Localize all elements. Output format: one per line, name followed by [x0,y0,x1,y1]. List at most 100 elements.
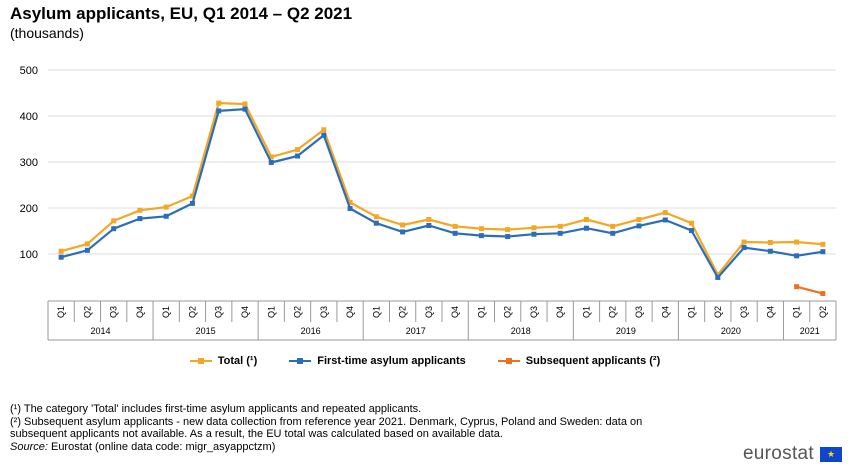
series-1-point-4 [163,213,169,219]
x-tick-label-12: Q1 [371,306,381,318]
series-0-point-27 [767,240,773,245]
year-label-2015: 2015 [196,326,216,336]
series-1-point-7 [242,106,248,112]
x-tick-label-16: Q1 [476,306,486,318]
chart-subtitle: (thousands) [10,25,84,41]
series-line-1 [60,108,824,279]
legend-swatch-subsequent [497,358,520,364]
series-0-point-9 [295,147,301,153]
y-tick-label-500: 500 [20,65,38,77]
source-line: Source: Eurostat (online data code: migr… [10,441,642,454]
series-0-point-22 [636,217,642,222]
x-tick-label-2: Q3 [109,306,119,318]
series-2-point-28 [794,284,800,290]
series-1-point-28 [794,253,800,259]
year-label-2019: 2019 [616,326,636,336]
x-tick-label-18: Q3 [529,306,539,318]
series-0-point-18 [531,225,537,231]
series-0-point-26 [741,239,747,245]
x-tick-label-7: Q4 [240,306,250,318]
series-0-point-0 [58,248,64,254]
x-tick-label-17: Q2 [503,306,513,318]
series-1-point-19 [557,230,563,236]
x-tick-label-0: Q1 [56,306,66,318]
y-tick-label-100: 100 [20,249,38,261]
x-tick-label-3: Q4 [135,306,145,318]
series-0-point-29 [820,241,826,247]
series-0-point-11 [347,199,353,205]
x-tick-label-20: Q1 [581,306,591,318]
series-1-point-26 [741,245,747,251]
legend-label-first-time: First-time asylum applicants [317,355,466,367]
series-1-point-2 [111,226,117,232]
x-axis: Q1 Q2 Q3 Q4 Q1 Q2 Q3 Q4 Q1 Q2 Q3 Q4 Q1 Q2 Q3 Q4 Q1 Q2 Q3 Q4… [47,300,837,341]
series-1-point-1 [84,247,90,253]
series-0-point-8 [268,154,274,160]
series-0-point-10 [321,127,327,133]
legend-item-total: Total (¹) [189,355,257,367]
series-1-point-29 [820,249,826,255]
x-tick-label-29: Q2 [818,306,828,318]
series-1-point-20 [583,225,589,231]
x-tick-label-13: Q2 [398,306,408,318]
series-1-point-21 [610,230,616,236]
series-1-point-10 [321,132,327,138]
series-0-point-23 [662,210,668,216]
year-label-2016: 2016 [301,326,321,336]
legend-item-first-time: First-time asylum applicants [289,355,466,367]
series-line-2 [796,285,824,295]
series-0-point-24 [689,220,695,226]
eurostat-logo: eurostat [742,443,814,464]
year-label-2014: 2014 [91,326,111,336]
series-0-point-20 [583,217,589,222]
x-tick-label-5: Q2 [187,306,197,318]
series-1-point-25 [715,274,721,280]
series-1-point-27 [767,248,773,254]
x-tick-label-6: Q3 [214,306,224,318]
x-tick-label-22: Q3 [634,306,644,318]
series-group [58,100,826,297]
series-1-point-22 [636,223,642,229]
legend-swatch-total [189,358,212,364]
year-label-2017: 2017 [406,326,426,336]
series-1-point-3 [137,216,143,222]
series-1-point-12 [373,220,379,226]
series-2-point-29 [820,291,826,297]
legend: Total (¹) First-time asylum applicants S… [0,355,850,367]
y-axis: 100 200 300 400 500 [20,65,38,261]
series-0-point-16 [478,226,484,232]
series-1-point-18 [531,231,537,237]
x-tick-label-19: Q4 [555,306,565,318]
x-tick-label-23: Q4 [660,306,670,318]
x-tick-label-8: Q1 [266,306,276,318]
footnote-2a: (²) Subsequent asylum applicants - new d… [10,415,643,428]
chart-title: Asylum applicants, EU, Q1 2014 – Q2 2021 [10,4,353,23]
series-0-point-28 [794,239,800,245]
source-label: Source: [10,440,48,453]
x-tick-label-9: Q2 [293,306,303,318]
series-0-point-3 [137,207,143,213]
x-tick-label-11: Q4 [345,306,355,318]
legend-label-subsequent: Subsequent applicants (²) [525,355,661,367]
legend-swatch-first-time [289,358,312,364]
series-0-point-19 [557,223,563,229]
year-label-2018: 2018 [511,326,531,336]
x-tick-label-24: Q1 [687,306,697,318]
legend-item-subsequent: Subsequent applicants (²) [497,355,661,367]
x-tick-label-1: Q2 [82,306,92,318]
year-label-2021: 2021 [800,326,820,336]
series-0-point-13 [400,222,406,228]
footnote-2b: subsequent applicants not available. As … [10,428,503,440]
x-tick-label-28: Q1 [792,306,802,318]
x-tick-label-15: Q4 [450,306,460,318]
y-tick-label-300: 300 [20,157,38,169]
footnotes: (¹) The category 'Total' includes first-… [10,403,642,453]
x-tick-label-10: Q3 [319,306,329,318]
footnote-1: (¹) The category 'Total' includes first-… [10,403,422,415]
series-0-point-14 [426,217,432,222]
series-0-point-7 [242,101,248,107]
series-1-point-6 [216,108,222,114]
series-1-point-9 [295,153,301,159]
series-0-point-6 [216,100,222,106]
source-text: Eurostat (online data code: migr_asyappc… [47,440,276,453]
